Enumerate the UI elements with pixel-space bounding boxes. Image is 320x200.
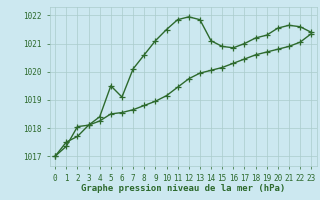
X-axis label: Graphe pression niveau de la mer (hPa): Graphe pression niveau de la mer (hPa): [81, 184, 285, 193]
